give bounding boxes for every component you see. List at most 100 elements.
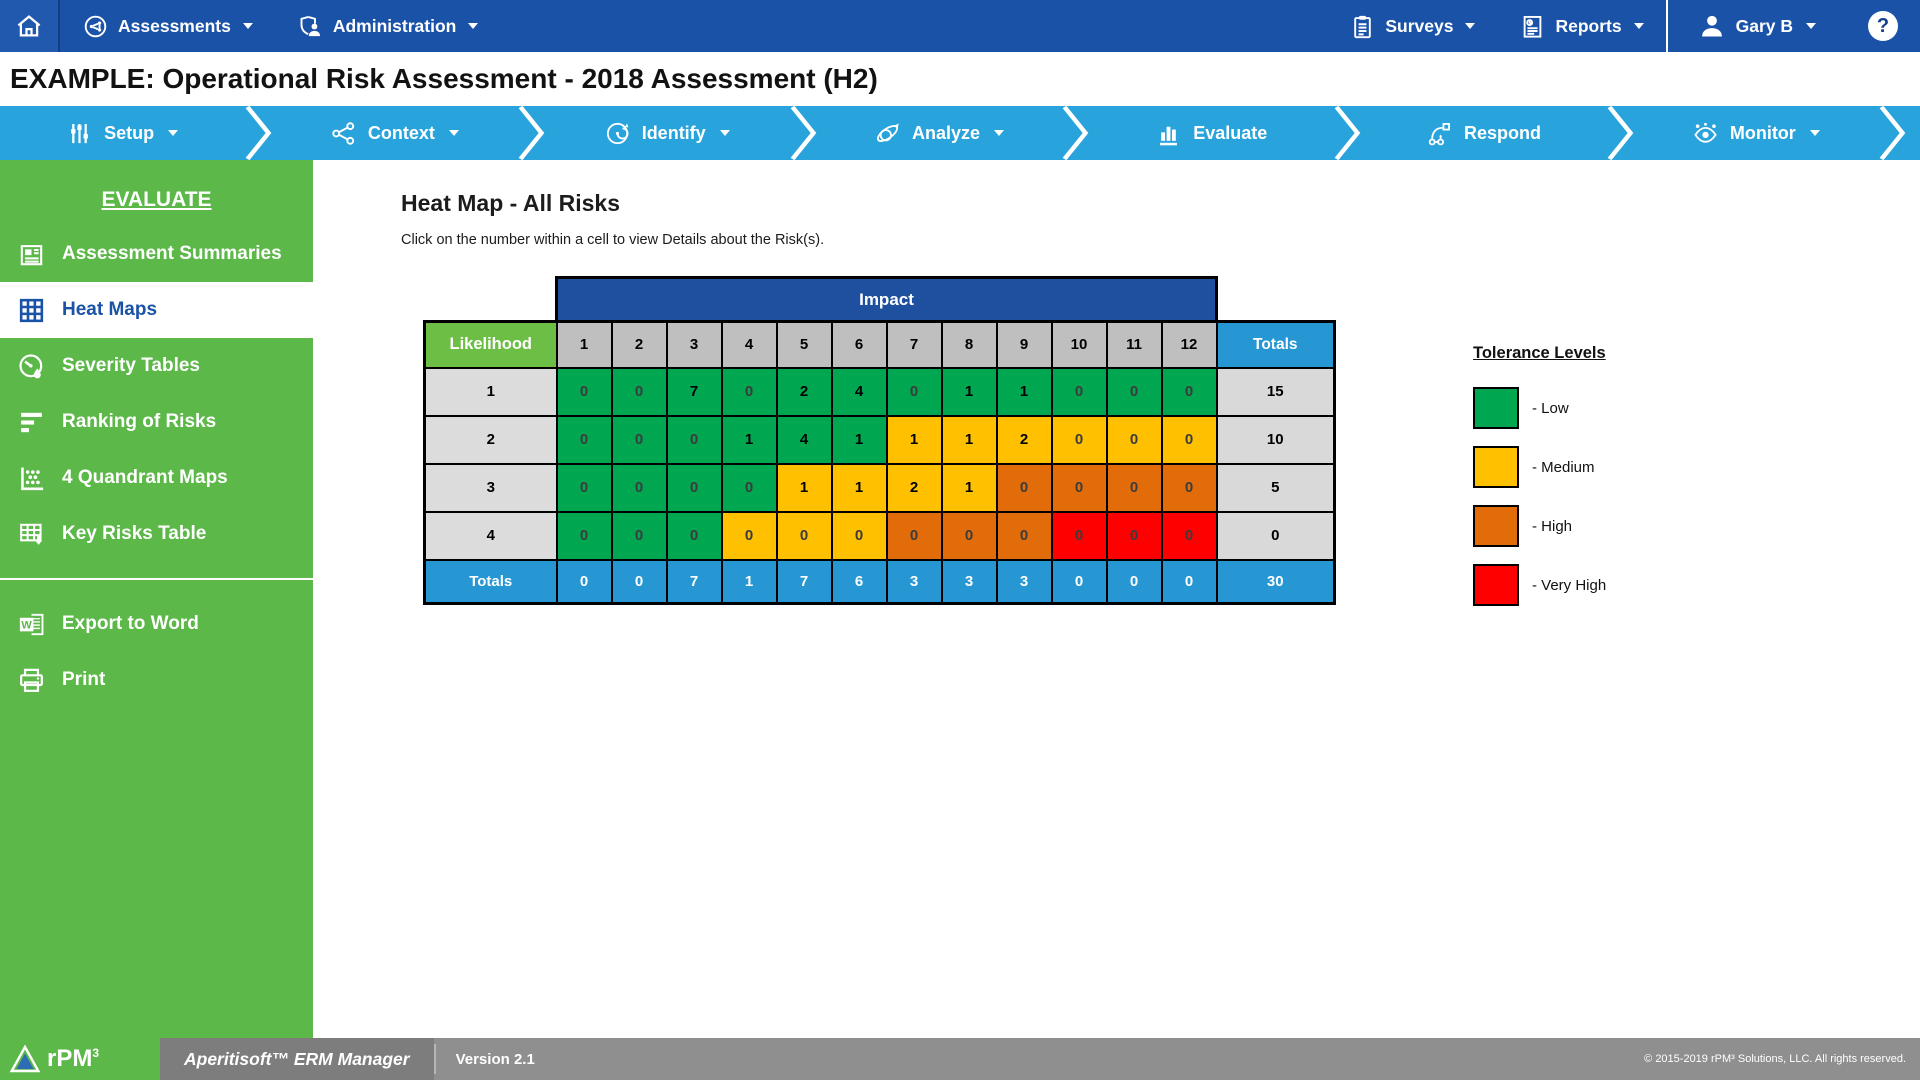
- risk-cell[interactable]: 0: [610, 366, 668, 417]
- risk-cell[interactable]: 0: [1050, 366, 1108, 417]
- risk-cell[interactable]: 0: [830, 510, 888, 561]
- risk-cell[interactable]: 1: [830, 462, 888, 513]
- workflow-chevron-divider: [1606, 106, 1634, 160]
- topnav-menu-surveys[interactable]: Surveys: [1327, 0, 1497, 52]
- analyze-icon: [874, 120, 901, 147]
- risk-cell[interactable]: 0: [1160, 462, 1218, 513]
- risk-cell[interactable]: 0: [555, 462, 613, 513]
- topnav-menu-administration[interactable]: Administration: [275, 0, 500, 52]
- risk-cell[interactable]: 1: [940, 462, 998, 513]
- risk-cell[interactable]: 1: [830, 414, 888, 465]
- legend-swatch-high: [1473, 505, 1519, 547]
- risk-cell[interactable]: 1: [720, 414, 778, 465]
- word-icon: W: [16, 609, 47, 640]
- impact-level-header: 6: [830, 320, 888, 369]
- respond-icon: [1426, 120, 1453, 147]
- risk-cell[interactable]: 0: [610, 462, 668, 513]
- workflow-step-setup[interactable]: Setup: [0, 106, 244, 160]
- risk-cell[interactable]: 0: [1050, 414, 1108, 465]
- risk-cell[interactable]: 0: [665, 414, 723, 465]
- user-menu[interactable]: Gary B: [1665, 0, 1846, 52]
- footer-divider: [433, 1044, 436, 1074]
- risk-cell[interactable]: 1: [885, 414, 943, 465]
- impact-header: Impact: [555, 276, 1218, 323]
- impact-level-header: 8: [940, 320, 998, 369]
- sidebar-item-ranking-of-risks[interactable]: Ranking of Risks: [0, 394, 313, 450]
- page-title: EXAMPLE: Operational Risk Assessment - 2…: [10, 63, 878, 94]
- risk-cell[interactable]: 1: [775, 462, 833, 513]
- workflow-step-identify[interactable]: Identify: [545, 106, 789, 160]
- workflow-step-monitor[interactable]: Monitor: [1634, 106, 1878, 160]
- risk-cell[interactable]: 2: [885, 462, 943, 513]
- topnav-menu-assessments[interactable]: Assessments: [60, 0, 275, 52]
- risk-cell[interactable]: 0: [1050, 510, 1108, 561]
- risk-cell[interactable]: 0: [720, 462, 778, 513]
- footer: rPM3 Aperitisoft™ ERM Manager Version 2.…: [0, 1038, 1920, 1080]
- risk-cell[interactable]: 0: [1160, 366, 1218, 417]
- top-navbar: Assessments Administration Surveys Reports…: [0, 0, 1920, 52]
- sidebar-item-heat-maps[interactable]: Heat Maps: [0, 282, 313, 338]
- risk-cell[interactable]: 0: [1105, 366, 1163, 417]
- risk-cell[interactable]: 0: [940, 510, 998, 561]
- sidebar-item-severity-tables[interactable]: Severity Tables: [0, 338, 313, 394]
- workflow-step-evaluate[interactable]: Evaluate: [1089, 106, 1333, 160]
- menu-label: Administration: [332, 15, 457, 36]
- risk-cell[interactable]: 0: [555, 414, 613, 465]
- workflow-step-context[interactable]: Context: [272, 106, 516, 160]
- help-button[interactable]: ?: [1846, 0, 1920, 52]
- risk-cell[interactable]: 2: [995, 414, 1053, 465]
- sidebar-item-print[interactable]: Print: [0, 652, 313, 708]
- risk-cell[interactable]: 0: [1105, 462, 1163, 513]
- workflow-step-respond[interactable]: Respond: [1361, 106, 1605, 160]
- risk-cell[interactable]: 0: [720, 366, 778, 417]
- risk-cell[interactable]: 0: [665, 510, 723, 561]
- workflow-chevron-divider: [1878, 106, 1906, 160]
- workflow-chevron-divider: [1333, 106, 1361, 160]
- risk-cell[interactable]: 1: [995, 366, 1053, 417]
- heat-maps-icon: [16, 295, 47, 326]
- risk-cell[interactable]: 0: [555, 510, 613, 561]
- sidebar-item-label: Export to Word: [62, 613, 199, 634]
- impact-level-header: 5: [775, 320, 833, 369]
- risk-cell[interactable]: 0: [1050, 462, 1108, 513]
- risk-cell[interactable]: 1: [940, 366, 998, 417]
- risk-cell[interactable]: 1: [940, 414, 998, 465]
- risk-cell[interactable]: 0: [720, 510, 778, 561]
- risk-cell[interactable]: 0: [665, 462, 723, 513]
- sidebar-item-4-quandrant-maps[interactable]: 4 Quandrant Maps: [0, 450, 313, 506]
- risk-cell[interactable]: 0: [995, 462, 1053, 513]
- workflow-step-analyze[interactable]: Analyze: [817, 106, 1061, 160]
- risk-cell[interactable]: 4: [830, 366, 888, 417]
- risk-cell[interactable]: 4: [775, 414, 833, 465]
- risk-cell[interactable]: 0: [610, 414, 668, 465]
- risk-cell[interactable]: 0: [995, 510, 1053, 561]
- risk-cell[interactable]: 0: [885, 366, 943, 417]
- topnav-menu-reports[interactable]: Reports: [1497, 0, 1665, 52]
- risk-cell[interactable]: 0: [610, 510, 668, 561]
- impact-level-header: 9: [995, 320, 1053, 369]
- sidebar-item-export-to-word[interactable]: W Export to Word: [0, 596, 313, 652]
- risk-cell[interactable]: 0: [1160, 414, 1218, 465]
- sidebar-item-assessment-summaries[interactable]: Assessment Summaries: [0, 226, 313, 282]
- risk-cell[interactable]: 7: [665, 366, 723, 417]
- heatmap-heading: Heat Map - All Risks: [401, 190, 620, 216]
- risk-cell[interactable]: 0: [1105, 510, 1163, 561]
- risk-cell[interactable]: 0: [885, 510, 943, 561]
- topnav-right-menus: Surveys Reports: [1327, 0, 1665, 52]
- chevron-down-icon: [242, 23, 253, 29]
- sidebar-item-key-risks-table[interactable]: Key Risks Table: [0, 506, 313, 562]
- identify-icon: [604, 120, 631, 147]
- home-button[interactable]: [0, 0, 60, 52]
- risk-cell[interactable]: 2: [775, 366, 833, 417]
- impact-level-header: 12: [1160, 320, 1218, 369]
- risk-cell[interactable]: 0: [775, 510, 833, 561]
- risk-cell[interactable]: 0: [1160, 510, 1218, 561]
- footer-version: Version 2.1: [455, 1050, 535, 1068]
- column-total-cell: 0: [610, 558, 668, 605]
- row-total-cell: 5: [1215, 462, 1336, 513]
- risk-cell[interactable]: 0: [555, 366, 613, 417]
- risk-cell[interactable]: 0: [1105, 414, 1163, 465]
- main-panel: Heat Map - All Risks Click on the number…: [313, 160, 1920, 1038]
- column-total-cell: 1: [720, 558, 778, 605]
- column-total-cell: 0: [1105, 558, 1163, 605]
